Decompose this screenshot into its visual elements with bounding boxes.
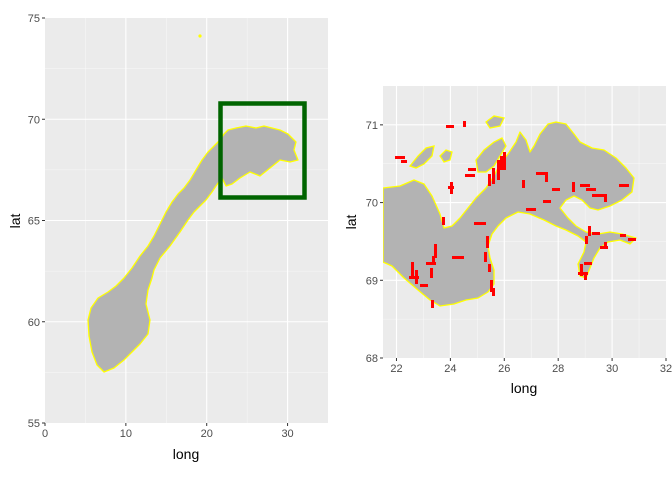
left-y-tick-label: 60 xyxy=(28,317,40,329)
red-marker xyxy=(584,262,592,265)
northern-island-dot xyxy=(198,34,202,38)
red-marker xyxy=(446,125,454,128)
red-marker xyxy=(492,168,495,184)
red-marker xyxy=(620,234,626,237)
red-marker xyxy=(536,172,546,175)
left-x-tick-label: 10 xyxy=(120,428,132,440)
right-x-tick-label: 28 xyxy=(552,363,564,375)
red-marker xyxy=(490,280,493,292)
right-map-panel: 22 24 26 28 30 32 68 69 70 71 long lat xyxy=(343,86,672,396)
red-marker xyxy=(468,168,476,171)
red-marker xyxy=(452,256,464,259)
red-marker xyxy=(463,121,466,127)
norway-mainland xyxy=(87,125,299,373)
red-marker xyxy=(434,244,437,258)
right-y-tick-label: 70 xyxy=(366,198,378,210)
left-y-tick-label: 70 xyxy=(28,114,40,126)
zoomed-island-small xyxy=(485,115,505,129)
red-marker xyxy=(572,182,575,192)
zoomed-island-northwest xyxy=(408,145,435,169)
red-marker xyxy=(526,208,536,211)
right-axis-ticks: 22 24 26 28 30 32 68 69 70 71 xyxy=(366,120,672,375)
red-markers xyxy=(395,121,636,308)
red-marker xyxy=(585,236,588,244)
red-marker xyxy=(500,156,503,170)
left-axis-ticks: 0 10 20 30 55 60 65 70 75 xyxy=(28,13,294,440)
left-y-tick-label: 65 xyxy=(28,216,40,228)
red-marker xyxy=(586,188,596,191)
right-y-tick-label: 68 xyxy=(366,353,378,365)
red-marker xyxy=(488,174,491,186)
red-marker xyxy=(543,200,551,203)
red-marker xyxy=(588,226,591,236)
left-x-tick-label: 20 xyxy=(201,428,213,440)
right-x-tick-label: 30 xyxy=(606,363,618,375)
red-marker xyxy=(420,284,428,287)
right-x-tick-label: 22 xyxy=(390,363,402,375)
red-marker xyxy=(604,242,607,248)
red-marker xyxy=(522,180,525,188)
highlight-box xyxy=(218,101,307,200)
right-x-axis-title: long xyxy=(511,380,537,396)
red-marker xyxy=(619,184,629,187)
red-marker xyxy=(604,194,607,202)
red-marker xyxy=(503,152,506,170)
red-marker xyxy=(395,156,405,159)
right-x-tick-label: 26 xyxy=(498,363,510,375)
red-marker xyxy=(592,194,604,197)
right-y-tick-label: 69 xyxy=(366,275,378,287)
red-marker xyxy=(552,188,560,191)
red-marker xyxy=(450,182,453,194)
right-x-tick-label: 24 xyxy=(444,363,456,375)
zoomed-island-far-north xyxy=(439,149,453,163)
left-y-tick-label: 55 xyxy=(28,418,40,430)
red-marker xyxy=(492,288,495,296)
red-marker xyxy=(628,238,636,241)
red-marker xyxy=(401,160,407,163)
left-y-tick-label: 75 xyxy=(28,13,40,25)
red-marker xyxy=(409,276,419,279)
red-marker xyxy=(580,264,583,276)
red-marker xyxy=(431,300,434,308)
zoomed-peninsula-north xyxy=(475,137,507,173)
red-marker xyxy=(465,174,475,177)
left-y-axis-title: lat xyxy=(7,214,23,229)
red-marker xyxy=(411,262,414,278)
right-y-tick-label: 71 xyxy=(366,120,378,132)
red-marker xyxy=(486,236,489,248)
red-marker xyxy=(484,252,487,262)
left-x-axis-title: long xyxy=(173,446,199,462)
red-marker xyxy=(497,160,500,180)
left-map-panel: 0 10 20 30 55 60 65 70 75 long lat xyxy=(7,13,328,462)
red-marker xyxy=(426,262,436,265)
red-marker xyxy=(592,232,600,235)
red-marker xyxy=(430,268,433,278)
left-x-tick-label: 0 xyxy=(42,428,48,440)
red-marker xyxy=(432,256,435,264)
red-marker xyxy=(545,172,548,182)
red-marker xyxy=(578,272,588,275)
red-marker xyxy=(580,184,590,187)
red-marker xyxy=(474,222,486,225)
red-marker xyxy=(488,264,491,272)
red-marker xyxy=(584,274,587,280)
left-x-tick-label: 30 xyxy=(281,428,293,440)
right-x-tick-label: 32 xyxy=(660,363,672,375)
red-marker xyxy=(442,217,445,225)
right-y-axis-title: lat xyxy=(343,215,359,230)
